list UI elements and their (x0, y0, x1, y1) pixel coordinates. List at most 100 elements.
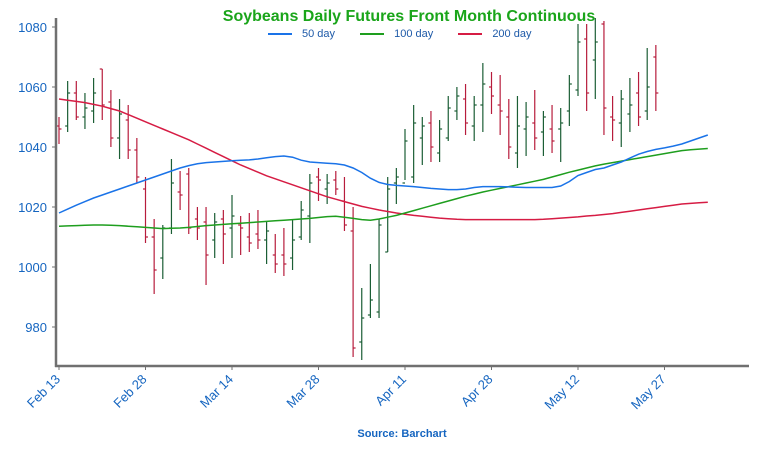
legend-swatch-100day (360, 33, 385, 36)
axes: 980 1000 1020 1040 1060 1080 Feb 13 Feb 28 Mar 1… (18, 18, 749, 412)
ohlc-bar (411, 105, 417, 183)
ohlc-bar (592, 18, 598, 99)
y-tick-label: 1040 (18, 140, 47, 155)
ohlc-bar (627, 78, 633, 132)
x-tick-label: May 12 (541, 372, 582, 413)
ohlc-bar (653, 45, 659, 111)
ohlc-bar (229, 195, 235, 258)
ohlc-bar (575, 24, 581, 96)
legend-swatch-200day (458, 33, 483, 36)
ohlc-bar (359, 288, 365, 360)
ohlc-bar (194, 207, 200, 240)
ohlc-bar (82, 93, 88, 129)
x-tick-label: Apr 11 (372, 372, 409, 409)
ohlc-bars (56, 18, 659, 360)
chart-legend: 50 day 100 day 200 day (268, 28, 553, 40)
y-tick-label: 1080 (18, 20, 47, 35)
ohlc-bar (65, 81, 71, 132)
ohlc-bar (220, 210, 226, 264)
y-tick-label: 1020 (18, 200, 47, 215)
ohlc-bar (255, 210, 261, 249)
ohlc-bar (367, 264, 373, 318)
ohlc-bar (73, 81, 79, 120)
ohlc-bar (212, 213, 218, 258)
ohlc-bar (350, 207, 356, 357)
ohlc-bar (419, 117, 425, 165)
ohlc-bar (160, 225, 166, 279)
moving-average-lines (58, 98, 709, 230)
ohlc-bar (99, 68, 105, 120)
x-tick-label: May 27 (628, 372, 669, 413)
ohlc-bar (290, 219, 296, 270)
ohlc-bar (644, 48, 650, 120)
ohlc-bar (376, 219, 382, 318)
ohlc-bar (471, 96, 477, 141)
ohlc-bar (151, 219, 157, 294)
ohlc-bar (298, 201, 304, 240)
ohlc-bar (428, 111, 434, 162)
ohlc-bar (445, 96, 451, 141)
legend-item-50day: 50 day (268, 28, 335, 40)
ohlc-bar (238, 216, 244, 255)
ohlc-bar (177, 171, 183, 210)
ohlc-bar (341, 177, 347, 231)
ohlc-bar (566, 75, 572, 126)
ohlc-bar (489, 72, 494, 114)
ohlc-bar (186, 168, 192, 234)
ohlc-bar (532, 90, 538, 150)
ohlc-bar (618, 90, 624, 147)
chart-title: Soybeans Daily Futures Front Month Conti… (222, 8, 596, 25)
legend-swatch-50day (268, 33, 292, 36)
y-tick-label: 1060 (18, 80, 47, 95)
ohlc-bar (454, 87, 460, 120)
ohlc-bar (584, 24, 590, 111)
ohlc-bar (333, 171, 339, 195)
ohlc-bar (143, 177, 148, 243)
ohlc-bar (203, 207, 209, 285)
legend-item-100day: 100 day (360, 28, 433, 40)
ohlc-bar (601, 21, 607, 135)
ohlc-bar (246, 213, 252, 252)
ohlc-bar (324, 174, 330, 204)
ohlc-bar (523, 102, 529, 156)
x-tick-label: Mar 28 (283, 372, 322, 411)
ohlc-bar (385, 177, 391, 253)
ma-line-50day (58, 134, 709, 214)
y-tick-label: 980 (25, 320, 47, 335)
legend-label-50day: 50 day (302, 28, 336, 40)
legend-item-200day: 200 day (458, 28, 531, 40)
ma-line-200day (58, 98, 708, 221)
legend-label-100day: 100 day (394, 28, 434, 40)
y-tick-label: 1000 (18, 260, 47, 275)
ohlc-bar (610, 96, 616, 141)
ohlc-bar (316, 168, 321, 201)
ohlc-bar (108, 90, 114, 147)
ohlc-bar (480, 63, 486, 132)
x-tick-label: Feb 28 (110, 372, 149, 411)
ohlc-bar (134, 138, 140, 183)
x-tick-label: Feb 13 (24, 372, 63, 411)
x-tick-label: Apr 28 (458, 372, 496, 410)
ohlc-bar (437, 120, 443, 162)
ohlc-bar (636, 72, 642, 126)
chart-source: Source: Barchart (357, 428, 447, 440)
ohlc-bar (549, 105, 555, 153)
ohlc-bar (281, 228, 287, 276)
legend-label-200day: 200 day (492, 28, 532, 40)
ohlc-bar (540, 111, 546, 156)
ma-line-100day (58, 147, 708, 230)
ohlc-bar (558, 108, 564, 162)
ohlc-bar (272, 234, 278, 273)
x-tick-label: Mar 14 (197, 372, 236, 411)
ohlc-bar (463, 84, 469, 135)
ohlc-bar (307, 174, 313, 243)
ohlc-bar (514, 96, 520, 168)
ohlc-bar (91, 78, 97, 123)
ohlc-bar (402, 129, 408, 184)
ohlc-bar (506, 99, 512, 159)
ohlc-bar (117, 99, 123, 159)
ohlc-bar (497, 75, 503, 135)
ohlc-bar (264, 222, 270, 264)
